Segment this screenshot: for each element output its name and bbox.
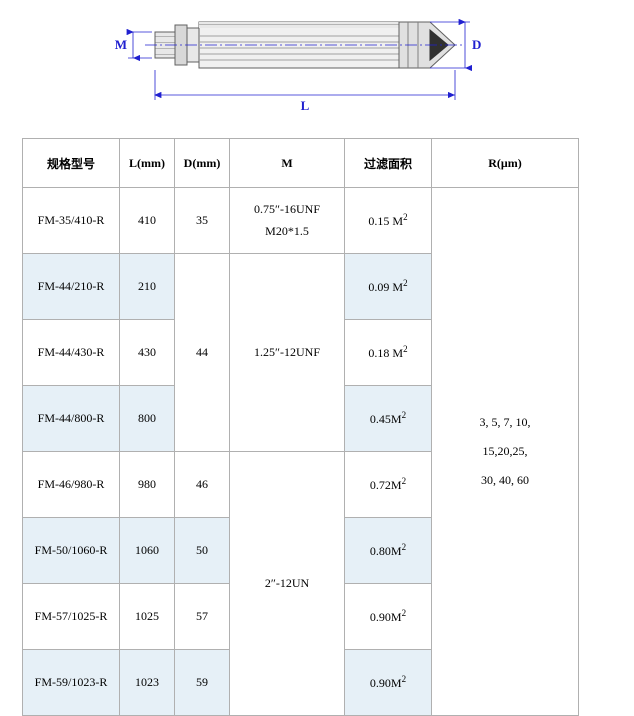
cell-model: FM-59/1023-R: [23, 650, 120, 716]
cell-model: FM-44/430-R: [23, 320, 120, 386]
cell-area: 0.15 M2: [345, 188, 432, 254]
cell-area: 0.90M2: [345, 584, 432, 650]
cell-model: FM-44/800-R: [23, 386, 120, 452]
cell-model: FM-35/410-R: [23, 188, 120, 254]
cell-model: FM-46/980-R: [23, 452, 120, 518]
cell-M: 2″-12UN: [230, 452, 345, 716]
cell-R: 3, 5, 7, 10, 15,20,25, 30, 40, 60: [432, 188, 579, 716]
cell-D: 57: [175, 584, 230, 650]
cell-model: FM-44/210-R: [23, 254, 120, 320]
cell-L: 980: [120, 452, 175, 518]
cell-D: 50: [175, 518, 230, 584]
cell-model: FM-57/1025-R: [23, 584, 120, 650]
spec-table: 规格型号 L(mm) D(mm) M 过滤面积 R(μm) FM-35/410-…: [22, 138, 579, 716]
header-D: D(mm): [175, 139, 230, 188]
cell-area: 0.45M2: [345, 386, 432, 452]
dim-label-M: M: [115, 37, 127, 52]
technical-diagram: L M D: [0, 0, 634, 130]
table-header-row: 规格型号 L(mm) D(mm) M 过滤面积 R(μm): [23, 139, 579, 188]
cell-D: 44: [175, 254, 230, 452]
header-area: 过滤面积: [345, 139, 432, 188]
cell-L: 210: [120, 254, 175, 320]
cell-L: 430: [120, 320, 175, 386]
cell-area: 0.80M2: [345, 518, 432, 584]
table-row: FM-35/410-R 410 35 0.75″-16UNF M20*1.5 0…: [23, 188, 579, 254]
cell-area: 0.90M2: [345, 650, 432, 716]
header-model: 规格型号: [23, 139, 120, 188]
dim-label-L: L: [301, 98, 310, 113]
cell-L: 410: [120, 188, 175, 254]
cell-M: 0.75″-16UNF M20*1.5: [230, 188, 345, 254]
dim-label-D: D: [472, 37, 481, 52]
cell-area: 0.09 M2: [345, 254, 432, 320]
header-M: M: [230, 139, 345, 188]
cell-L: 1060: [120, 518, 175, 584]
cell-model: FM-50/1060-R: [23, 518, 120, 584]
cell-area: 0.72M2: [345, 452, 432, 518]
cell-D: 35: [175, 188, 230, 254]
cell-M: 1.25″-12UNF: [230, 254, 345, 452]
cell-L: 800: [120, 386, 175, 452]
cell-L: 1023: [120, 650, 175, 716]
cell-D: 46: [175, 452, 230, 518]
header-R: R(μm): [432, 139, 579, 188]
header-L: L(mm): [120, 139, 175, 188]
cell-L: 1025: [120, 584, 175, 650]
cell-D: 59: [175, 650, 230, 716]
cell-area: 0.18 M2: [345, 320, 432, 386]
